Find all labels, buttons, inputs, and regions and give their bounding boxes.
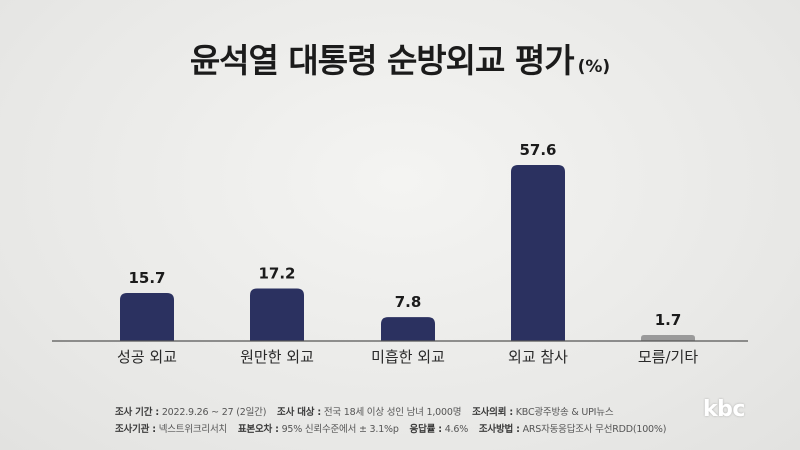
bar-value-label: 7.8	[395, 293, 422, 311]
bar-2	[250, 288, 304, 341]
footer-value: 95% 신뢰수준에서 ± 3.1%p	[281, 424, 399, 435]
bar-value-label: 57.6	[519, 141, 556, 159]
footer-label: 조사의뢰 :	[472, 407, 513, 418]
bar-4	[511, 165, 565, 341]
bar-value-label: 1.7	[655, 311, 682, 329]
footer-line-1: 조사 기간 : 2022.9.26 ~ 27 (2일간) 조사 대상 : 전국 …	[115, 404, 705, 418]
footer-label: 표본오차 :	[237, 424, 279, 435]
label-group: 15.7 성공 외교 17.2 원만한 외교 7.8 미흡한 외교 57.6 외교 참사 1.7…	[117, 141, 698, 366]
bar-value-label: 15.7	[128, 269, 165, 287]
footer-label: 조사 기간 :	[115, 407, 159, 418]
category-label: 성공 외교	[117, 348, 177, 366]
chart-unit: (%)	[577, 57, 611, 77]
kbc-logo: kbc	[703, 397, 745, 422]
bar-group	[120, 165, 695, 341]
footer-line-2: 조사기관 : 넥스트위크리서치 표본오차 : 95% 신뢰수준에서 ± 3.1%…	[115, 421, 705, 435]
bar-5	[641, 335, 695, 341]
footer-label: 조사방법 :	[478, 424, 520, 435]
footer-value: ARS자동응답조사 무선RDD(100%)	[522, 424, 667, 435]
chart-title: 윤석열 대통령 순방외교 평가	[189, 41, 575, 80]
footer-label: 조사기관 :	[115, 424, 156, 435]
footer-label: 응답률 :	[409, 424, 443, 435]
category-label: 원만한 외교	[240, 348, 314, 366]
bar-1	[120, 293, 174, 341]
category-label: 미흡한 외교	[371, 348, 445, 366]
footer-value: 넥스트위크리서치	[158, 424, 228, 435]
footer-label: 조사 대상 :	[277, 407, 322, 418]
footer-value: 전국 18세 이상 성인 남녀 1,000명	[323, 407, 462, 418]
bar-value-label: 17.2	[258, 264, 295, 282]
category-label: 모름/기타	[638, 348, 698, 366]
footer-value: KBC광주방송 & UPI뉴스	[515, 407, 614, 418]
category-label: 외교 참사	[508, 348, 568, 366]
footer-value: 2022.9.26 ~ 27 (2일간)	[161, 407, 267, 418]
title-row: 윤석열 대통령 순방외교 평가 (%)	[0, 34, 800, 82]
bar-3	[381, 317, 435, 341]
footer-value: 4.6%	[444, 424, 469, 435]
